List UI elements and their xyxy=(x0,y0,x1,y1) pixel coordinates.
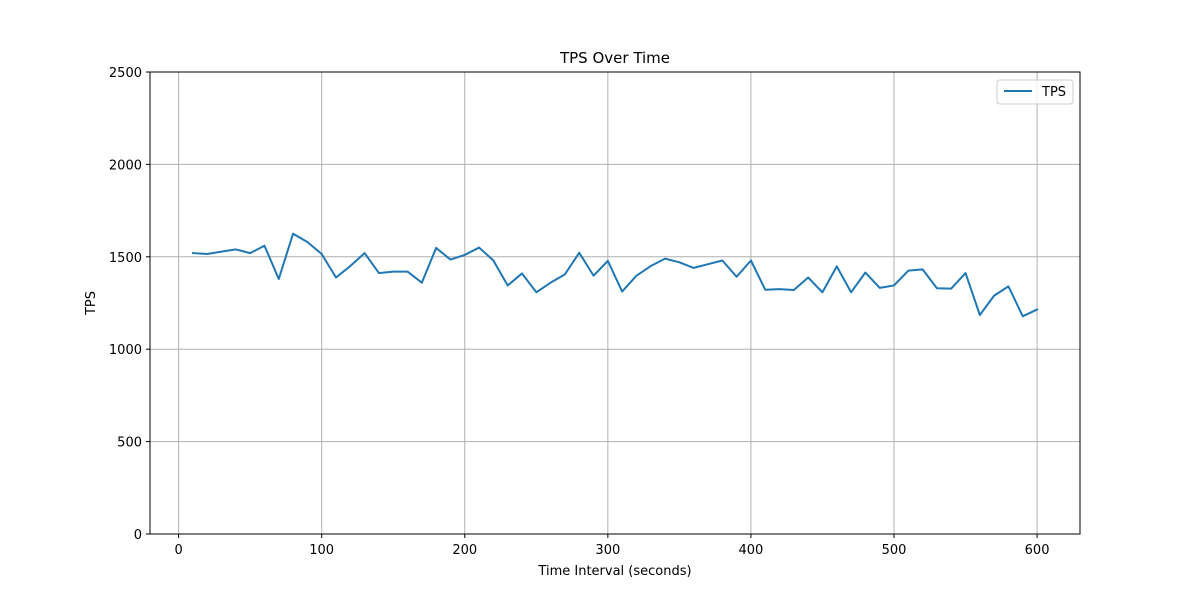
series-line-tps xyxy=(191,232,1039,318)
x-tick-label: 0 xyxy=(174,543,182,558)
x-tick-label: 100 xyxy=(309,543,334,558)
series-layer xyxy=(191,232,1039,318)
y-tick-label: 2500 xyxy=(109,66,142,81)
y-tick-label: 0 xyxy=(134,528,142,543)
x-tick-label: 500 xyxy=(882,543,907,558)
chart-title: TPS Over Time xyxy=(559,49,670,67)
plot-frame xyxy=(149,71,1081,535)
grid xyxy=(150,71,1080,535)
x-tick-label: 400 xyxy=(739,543,764,558)
y-tick-label: 1500 xyxy=(109,251,142,266)
legend: TPS xyxy=(996,79,1074,105)
x-axis-label: Time Interval (seconds) xyxy=(537,564,691,579)
x-tick-label: 600 xyxy=(1025,543,1050,558)
y-tick-label: 2000 xyxy=(109,158,142,173)
legend-box xyxy=(996,79,1074,105)
x-axis-ticks: 0 100 200 300 400 500 600 xyxy=(174,534,1049,558)
x-tick-label: 300 xyxy=(595,543,620,558)
y-tick-label: 1000 xyxy=(109,343,142,358)
y-tick-label: 500 xyxy=(117,436,142,451)
x-tick-label: 200 xyxy=(452,543,477,558)
legend-label: TPS xyxy=(1041,85,1066,100)
y-axis-ticks: 0 500 1000 1500 2000 2500 xyxy=(109,66,150,543)
y-axis-label: TPS xyxy=(84,291,99,316)
